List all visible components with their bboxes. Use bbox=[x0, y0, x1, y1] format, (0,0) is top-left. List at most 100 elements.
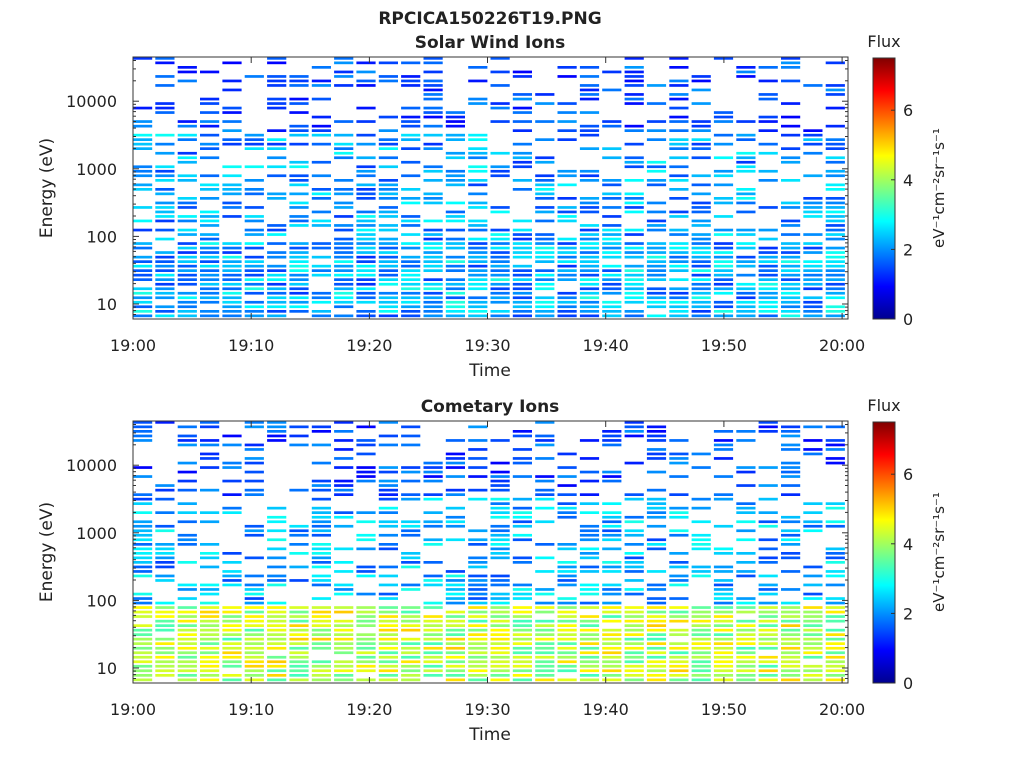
heatmap-cell bbox=[646, 165, 667, 169]
heatmap-cell bbox=[244, 179, 264, 182]
heatmap-cell bbox=[222, 310, 242, 313]
heatmap-cell bbox=[289, 242, 309, 245]
heatmap-cell bbox=[736, 310, 756, 313]
heatmap-cell bbox=[177, 597, 197, 600]
heatmap-cell bbox=[713, 624, 734, 627]
heatmap-cell bbox=[691, 296, 711, 300]
heatmap-cell bbox=[244, 524, 264, 528]
heatmap-cell bbox=[133, 219, 153, 223]
heatmap-cell bbox=[445, 255, 465, 259]
heatmap-cell bbox=[200, 251, 220, 254]
heatmap-cell bbox=[490, 502, 510, 505]
heatmap-cell bbox=[155, 655, 175, 659]
heatmap-cell bbox=[646, 273, 667, 277]
heatmap-cell bbox=[267, 610, 287, 614]
heatmap-cell bbox=[177, 70, 197, 74]
heatmap-cell bbox=[356, 637, 376, 641]
heatmap-cell bbox=[155, 206, 175, 209]
heatmap-cell bbox=[200, 588, 220, 591]
colorbar bbox=[872, 421, 896, 684]
heatmap-cell bbox=[803, 296, 823, 300]
heatmap-cell bbox=[512, 179, 532, 182]
heatmap-cell bbox=[803, 84, 823, 87]
heatmap-cell bbox=[378, 466, 398, 469]
heatmap-cell bbox=[825, 88, 845, 92]
heatmap-cell bbox=[713, 251, 734, 254]
heatmap-cell bbox=[669, 260, 689, 263]
heatmap-cell bbox=[401, 138, 421, 141]
heatmap-cell bbox=[803, 246, 823, 250]
heatmap-cell bbox=[781, 606, 801, 609]
heatmap-cell bbox=[200, 278, 220, 281]
heatmap-cell bbox=[557, 583, 577, 587]
heatmap-cell bbox=[512, 120, 532, 123]
heatmap-cell bbox=[646, 430, 667, 433]
heatmap-cell bbox=[646, 305, 667, 309]
heatmap-cell bbox=[222, 651, 242, 655]
heatmap-cell bbox=[535, 488, 555, 492]
heatmap-cell bbox=[244, 228, 264, 232]
heatmap-cell bbox=[758, 264, 778, 268]
heatmap-cell bbox=[222, 642, 242, 645]
heatmap-cell bbox=[133, 120, 153, 123]
heatmap-cell bbox=[758, 619, 778, 623]
heatmap-cell bbox=[557, 597, 577, 600]
heatmap-cell bbox=[423, 142, 443, 146]
heatmap-cell bbox=[803, 197, 823, 200]
heatmap-cell bbox=[713, 215, 734, 218]
heatmap-cell bbox=[311, 133, 331, 137]
heatmap-cell bbox=[535, 637, 555, 641]
heatmap-cell bbox=[512, 264, 532, 268]
heatmap-cell bbox=[311, 246, 331, 250]
heatmap-cell bbox=[289, 615, 309, 618]
heatmap-cell bbox=[602, 192, 622, 196]
heatmap-cell bbox=[423, 651, 443, 655]
heatmap-cell bbox=[222, 664, 242, 668]
heatmap-cell bbox=[624, 278, 644, 281]
y-tick-label: 100 bbox=[86, 591, 117, 610]
heatmap-cell bbox=[401, 493, 421, 496]
heatmap-cell bbox=[468, 228, 488, 232]
heatmap-cell bbox=[133, 597, 153, 600]
heatmap-cell bbox=[378, 543, 398, 546]
heatmap-cell bbox=[311, 264, 331, 268]
heatmap-cell bbox=[378, 606, 398, 609]
heatmap-cell bbox=[155, 674, 175, 677]
heatmap-cell bbox=[490, 106, 510, 110]
heatmap-cell bbox=[177, 588, 197, 591]
heatmap-cell bbox=[579, 206, 600, 209]
heatmap-cell bbox=[781, 633, 801, 636]
heatmap-cell bbox=[691, 624, 711, 627]
heatmap-cell bbox=[803, 502, 823, 505]
heatmap-cell bbox=[490, 479, 510, 483]
heatmap-cell bbox=[468, 556, 488, 560]
heatmap-cell bbox=[512, 188, 532, 191]
heatmap-cell bbox=[646, 610, 667, 614]
heatmap-cell bbox=[378, 637, 398, 641]
heatmap-cell bbox=[155, 556, 175, 560]
heatmap-cell bbox=[423, 237, 443, 241]
heatmap-cell bbox=[356, 264, 376, 268]
heatmap-cell bbox=[669, 242, 689, 245]
heatmap-cell bbox=[378, 61, 398, 65]
heatmap-cell bbox=[177, 151, 197, 155]
heatmap-cell bbox=[468, 660, 488, 664]
heatmap-cell bbox=[669, 561, 689, 564]
heatmap-cell bbox=[155, 84, 175, 87]
heatmap-cell bbox=[490, 669, 510, 673]
heatmap-cell bbox=[535, 300, 555, 304]
heatmap-cell bbox=[781, 466, 801, 469]
heatmap-cell bbox=[267, 129, 287, 132]
heatmap-cell bbox=[334, 224, 354, 227]
heatmap-cell bbox=[267, 192, 287, 196]
heatmap-cell bbox=[267, 529, 287, 533]
heatmap-cell bbox=[378, 669, 398, 673]
heatmap-cell bbox=[445, 151, 465, 155]
heatmap-cell bbox=[222, 106, 242, 110]
heatmap-cell bbox=[289, 278, 309, 281]
heatmap-cell bbox=[244, 601, 264, 605]
heatmap-cell bbox=[267, 619, 287, 623]
heatmap-cell bbox=[334, 246, 354, 250]
heatmap-cell bbox=[401, 255, 421, 259]
